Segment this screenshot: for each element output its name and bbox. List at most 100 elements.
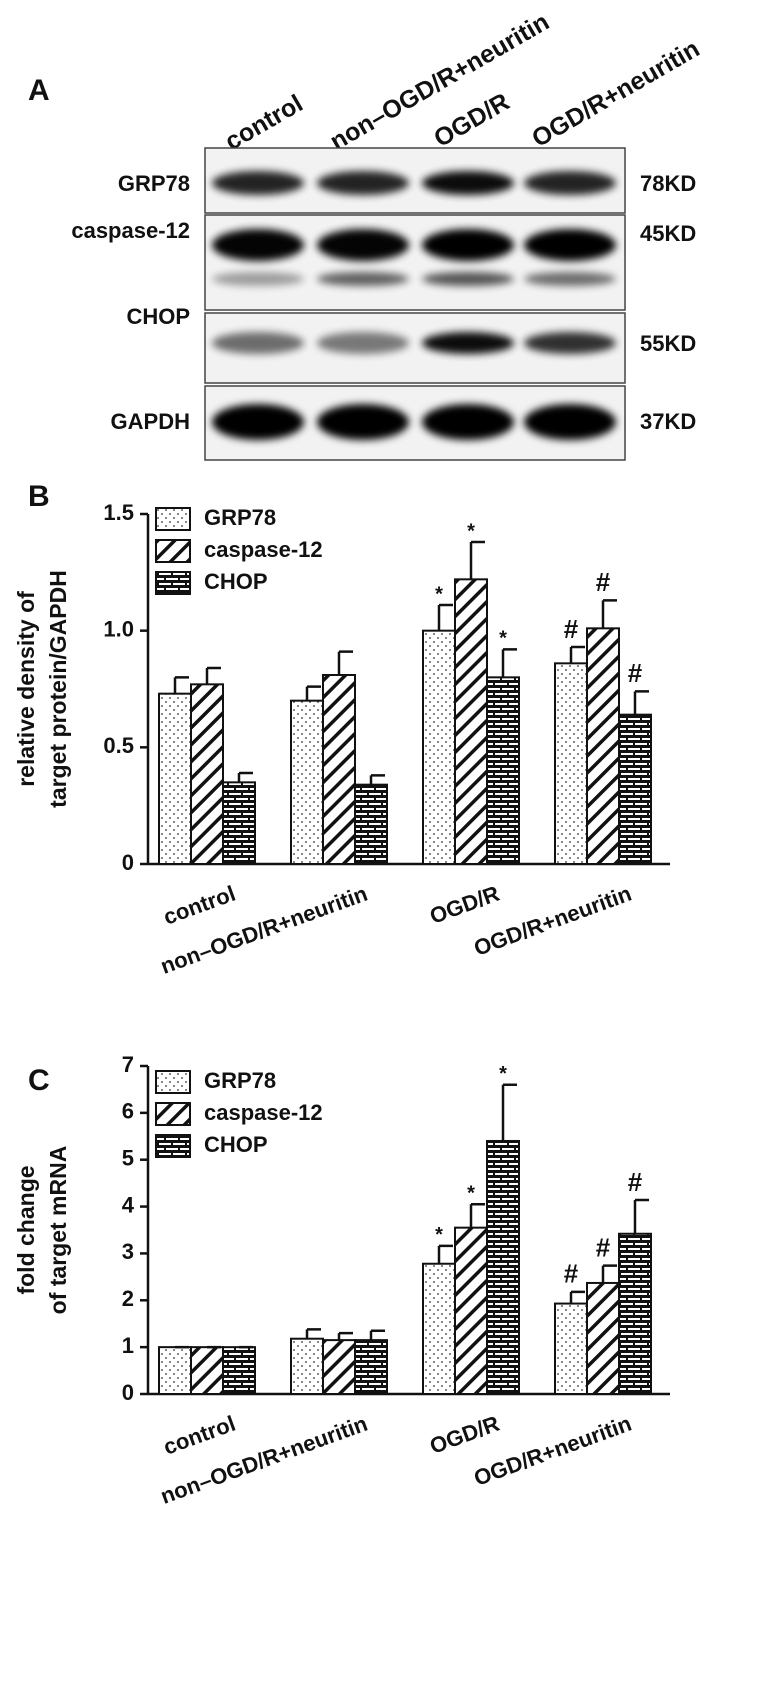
x-tick-label: OGD/R <box>426 1411 502 1459</box>
significance-marker: # <box>564 1259 579 1289</box>
y-tick-label: 0 <box>122 850 134 875</box>
bar <box>454 578 488 865</box>
x-tick-label: control <box>160 1411 239 1460</box>
legend-swatch <box>155 539 191 563</box>
error-bar <box>501 1083 517 1141</box>
bar <box>586 1281 620 1396</box>
y-tick-label: 6 <box>122 1099 134 1124</box>
bar <box>554 662 588 865</box>
blot-band <box>524 229 616 261</box>
error-bar <box>337 1331 353 1341</box>
bar <box>354 1339 388 1395</box>
y-tick-label: 4 <box>122 1192 135 1217</box>
bar <box>222 1346 256 1395</box>
blot-band <box>422 272 514 286</box>
blot-band <box>317 332 409 354</box>
bar <box>554 1302 588 1395</box>
blot-band <box>524 272 616 286</box>
bar <box>322 1339 356 1395</box>
y-tick-label: 1.5 <box>103 500 134 525</box>
column-label: OGD/R <box>429 88 514 153</box>
column-label: control <box>220 89 307 156</box>
blot-band <box>317 404 409 440</box>
bar <box>486 676 520 865</box>
panel-label: A <box>28 74 50 107</box>
legend-label: caspase-12 <box>204 1100 323 1125</box>
error-bar <box>237 771 253 783</box>
bar <box>486 1139 520 1395</box>
significance-marker: * <box>499 1063 507 1085</box>
y-tick-label: 0 <box>122 1380 134 1405</box>
blot-band <box>212 332 304 354</box>
error-bar <box>337 650 353 675</box>
error-bar <box>501 648 517 678</box>
legend-label: caspase-12 <box>204 537 323 562</box>
error-bar <box>369 1329 385 1341</box>
error-bar <box>305 1328 321 1339</box>
legend-swatch <box>155 1102 191 1126</box>
legend-swatch <box>155 1070 191 1094</box>
panel-label: C <box>28 1064 50 1097</box>
error-bar <box>633 1198 649 1234</box>
y-axis-title: relative density of <box>13 591 39 787</box>
size-label: 37KD <box>640 409 696 434</box>
row-label: CHOP <box>126 304 190 329</box>
blot-band <box>422 171 514 195</box>
significance-marker: * <box>499 628 507 650</box>
x-tick-label: control <box>160 881 239 930</box>
size-label: 45KD <box>640 221 696 246</box>
y-tick-label: 7 <box>122 1052 134 1077</box>
significance-marker: # <box>596 567 611 597</box>
blot-band <box>212 229 304 261</box>
legend-swatch <box>155 1134 191 1158</box>
bar <box>322 674 356 865</box>
error-bar <box>469 1202 485 1228</box>
bar <box>190 683 224 865</box>
legend-label: CHOP <box>204 569 268 594</box>
blot-band <box>212 404 304 440</box>
bar <box>158 1346 192 1395</box>
legend-label: CHOP <box>204 1132 268 1157</box>
y-tick-label: 5 <box>122 1146 134 1171</box>
error-bar <box>601 1264 617 1283</box>
legend-swatch <box>155 571 191 595</box>
row-label: GRP78 <box>118 171 190 196</box>
error-bar <box>601 599 617 629</box>
y-tick-label: 3 <box>122 1239 134 1264</box>
significance-marker: # <box>628 1167 643 1197</box>
y-axis-title: of target mRNA <box>45 1146 71 1315</box>
error-bar <box>305 685 321 701</box>
significance-marker: * <box>435 1224 443 1246</box>
blot-band <box>212 171 304 195</box>
y-tick-label: 2 <box>122 1286 134 1311</box>
error-bar <box>633 690 649 715</box>
y-tick-label: 1.0 <box>103 616 134 641</box>
bar <box>190 1346 224 1395</box>
bar <box>290 699 324 866</box>
y-axis-title: target protein/GAPDH <box>45 570 71 808</box>
bar <box>290 1337 324 1396</box>
blot-band <box>422 404 514 440</box>
blot-band <box>524 171 616 195</box>
significance-marker: * <box>467 1183 475 1205</box>
significance-marker: * <box>467 520 475 542</box>
blot-band <box>212 272 304 286</box>
blot-band <box>317 229 409 261</box>
blot-band <box>317 272 409 286</box>
significance-marker: # <box>564 614 579 644</box>
bar <box>422 1262 456 1396</box>
bar <box>158 692 192 866</box>
error-bar <box>469 540 485 580</box>
bar <box>454 1226 488 1395</box>
legend-swatch <box>155 507 191 531</box>
significance-marker: * <box>435 583 443 605</box>
error-bar <box>437 603 453 631</box>
error-bar <box>437 1244 453 1264</box>
blot-band <box>524 332 616 354</box>
blot-band <box>317 171 409 195</box>
significance-marker: # <box>628 658 643 688</box>
bar <box>618 1232 652 1395</box>
y-tick-label: 1 <box>122 1333 134 1358</box>
y-axis-title: fold change <box>13 1165 39 1294</box>
